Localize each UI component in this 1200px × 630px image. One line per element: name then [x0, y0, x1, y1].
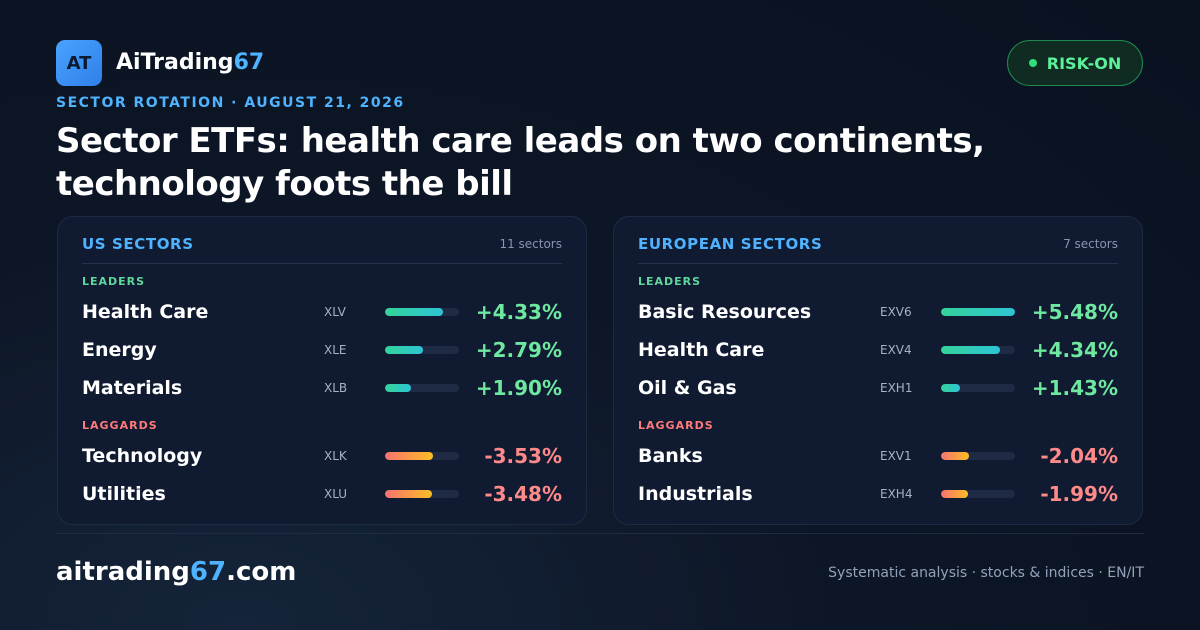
sector-ticker: EXV1: [880, 449, 912, 463]
sector-name: Industrials: [638, 483, 753, 505]
performance-bar: [941, 346, 1015, 354]
performance-bar-fill: [385, 308, 444, 316]
performance-bar: [941, 490, 1015, 498]
performance-bar: [385, 346, 459, 354]
sector-ticker: XLK: [324, 449, 347, 463]
brand-name: AiTrading67: [116, 50, 264, 75]
performance-bar-fill: [941, 308, 1015, 316]
site-url-tld: .com: [226, 557, 297, 587]
site-url-main: aitrading: [56, 557, 190, 587]
laggards-label: LAGGARDS: [82, 419, 158, 432]
panel-title: EUROPEAN SECTORS: [638, 235, 823, 253]
sector-row: Basic Resources EXV6 +5.48%: [638, 297, 1118, 327]
sector-ticker: XLE: [324, 343, 347, 357]
sector-change: -2.04%: [1040, 444, 1118, 468]
sector-change: -1.99%: [1040, 482, 1118, 506]
sector-ticker: XLV: [324, 305, 346, 319]
us-sectors-panel: US SECTORS 11 sectors LEADERS LAGGARDS H…: [57, 216, 587, 525]
headline-line-2: technology foots the bill: [56, 164, 513, 204]
sector-name: Health Care: [638, 339, 765, 361]
kicker-line: SECTOR ROTATION · AUGUST 21, 2026: [56, 95, 405, 111]
sector-change: +2.79%: [475, 338, 562, 362]
performance-bar: [385, 308, 459, 316]
panel-divider: [82, 263, 562, 264]
performance-bar: [385, 490, 459, 498]
sector-change: +1.43%: [1031, 376, 1118, 400]
sector-name: Banks: [638, 445, 703, 467]
page-title: Sector ETFs: health care leads on two co…: [56, 120, 1056, 206]
sector-ticker: EXV6: [880, 305, 912, 319]
panel-divider: [638, 263, 1118, 264]
brand-name-accent: 67: [233, 50, 265, 75]
site-url-accent: 67: [189, 557, 227, 587]
panel-title: US SECTORS: [82, 235, 194, 253]
performance-bar-fill: [385, 452, 433, 460]
performance-bar-fill: [385, 346, 423, 354]
performance-bar-fill: [385, 490, 432, 498]
performance-bar-fill: [941, 384, 961, 392]
sector-name: Materials: [82, 377, 183, 399]
sector-name: Technology: [82, 445, 203, 467]
tagline: Systematic analysis · stocks & indices ·…: [828, 565, 1144, 581]
leaders-label: LEADERS: [82, 275, 146, 288]
performance-bar: [385, 452, 459, 460]
sector-ticker: XLB: [324, 381, 348, 395]
performance-bar-fill: [385, 384, 411, 392]
risk-status-badge: RISK-ON: [1007, 40, 1143, 86]
sector-row: Technology XLK -3.53%: [82, 441, 562, 471]
sector-change: -3.48%: [484, 482, 562, 506]
sector-name: Utilities: [82, 483, 166, 505]
performance-bar: [385, 384, 459, 392]
laggards-label: LAGGARDS: [638, 419, 714, 432]
sector-row: Energy XLE +2.79%: [82, 335, 562, 365]
leaders-label: LEADERS: [638, 275, 702, 288]
sector-change: +1.90%: [475, 376, 562, 400]
sector-name: Energy: [82, 339, 157, 361]
performance-bar: [941, 452, 1015, 460]
sector-row: Health Care EXV4 +4.34%: [638, 335, 1118, 365]
headline-line-1: Sector ETFs: health care leads on two co…: [56, 121, 985, 161]
sector-row: Utilities XLU -3.48%: [82, 479, 562, 509]
european-sectors-panel: EUROPEAN SECTORS 7 sectors LEADERS LAGGA…: [613, 216, 1143, 525]
sector-change: +4.33%: [475, 300, 562, 324]
sector-count: 11 sectors: [499, 237, 562, 251]
sector-row: Banks EXV1 -2.04%: [638, 441, 1118, 471]
sector-row: Industrials EXH4 -1.99%: [638, 479, 1118, 509]
sector-name: Oil & Gas: [638, 377, 737, 399]
sector-ticker: EXV4: [880, 343, 912, 357]
sector-row: Oil & Gas EXH1 +1.43%: [638, 373, 1118, 403]
footer-divider: [56, 533, 1144, 534]
site-url[interactable]: aitrading67.com: [56, 557, 296, 587]
sector-count: 7 sectors: [1063, 237, 1118, 251]
sector-row: Health Care XLV +4.33%: [82, 297, 562, 327]
status-dot-icon: [1028, 59, 1037, 67]
sector-change: +4.34%: [1031, 338, 1118, 362]
performance-bar-fill: [941, 346, 1000, 354]
performance-bar: [941, 308, 1015, 316]
sector-change: -3.53%: [484, 444, 562, 468]
sector-change: +5.48%: [1031, 300, 1118, 324]
sector-ticker: XLU: [324, 487, 348, 501]
brand-logo: AT: [56, 40, 102, 86]
sector-ticker: EXH4: [880, 487, 913, 501]
brand-name-main: AiTrading: [116, 50, 234, 75]
performance-bar: [941, 384, 1015, 392]
risk-status-label: RISK-ON: [1046, 53, 1122, 73]
sector-row: Materials XLB +1.90%: [82, 373, 562, 403]
sector-ticker: EXH1: [880, 381, 913, 395]
performance-bar-fill: [941, 452, 969, 460]
sector-name: Health Care: [82, 301, 209, 323]
sector-name: Basic Resources: [638, 301, 812, 323]
performance-bar-fill: [941, 490, 968, 498]
